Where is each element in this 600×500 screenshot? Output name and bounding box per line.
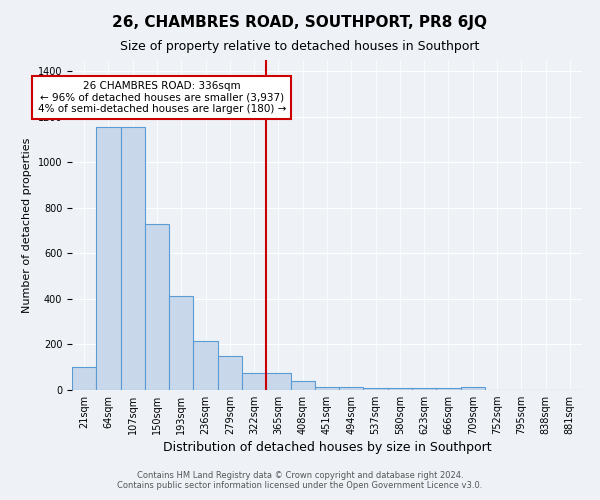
Text: 26, CHAMBRES ROAD, SOUTHPORT, PR8 6JQ: 26, CHAMBRES ROAD, SOUTHPORT, PR8 6JQ: [113, 15, 487, 30]
Text: 26 CHAMBRES ROAD: 336sqm
← 96% of detached houses are smaller (3,937)
4% of semi: 26 CHAMBRES ROAD: 336sqm ← 96% of detach…: [38, 81, 286, 114]
Bar: [339, 386, 364, 390]
Bar: [315, 386, 339, 390]
Bar: [145, 224, 169, 390]
Bar: [121, 127, 145, 390]
Bar: [412, 388, 436, 390]
Bar: [388, 388, 412, 390]
Text: Size of property relative to detached houses in Southport: Size of property relative to detached ho…: [121, 40, 479, 53]
Bar: [436, 388, 461, 390]
Bar: [290, 381, 315, 390]
Text: Contains HM Land Registry data © Crown copyright and database right 2024.
Contai: Contains HM Land Registry data © Crown c…: [118, 470, 482, 490]
Bar: [266, 373, 290, 390]
Bar: [193, 341, 218, 390]
X-axis label: Distribution of detached houses by size in Southport: Distribution of detached houses by size …: [163, 442, 491, 454]
Bar: [169, 296, 193, 390]
Bar: [364, 388, 388, 390]
Bar: [461, 386, 485, 390]
Bar: [72, 367, 96, 390]
Bar: [242, 373, 266, 390]
Bar: [218, 356, 242, 390]
Y-axis label: Number of detached properties: Number of detached properties: [22, 138, 32, 312]
Bar: [96, 127, 121, 390]
